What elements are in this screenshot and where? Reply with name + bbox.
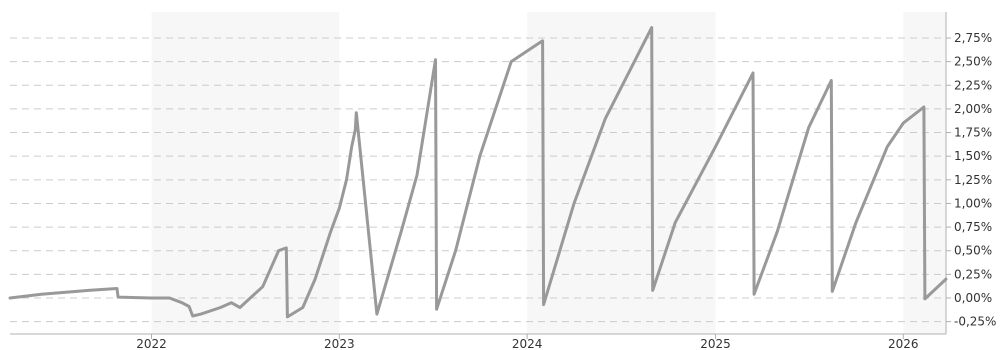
y-tick-label: 1,75%: [954, 126, 992, 140]
x-tick-label: 2025: [700, 337, 731, 350]
year-band-2024: [527, 12, 716, 334]
y-tick-label: -0,25%: [954, 315, 996, 329]
y-axis: -0,25% 0,00% 0,25% 0,50% 0,75% 1,00% 1,25% 1,50…: [945, 12, 996, 334]
y-tick-label: 2,25%: [954, 78, 992, 92]
y-tick-label: 2,75%: [954, 31, 992, 45]
y-tick-label: 1,00%: [954, 196, 992, 210]
y-tick-label: 1,25%: [954, 173, 992, 187]
x-axis: 2022 2023 2024 2025 2026: [10, 333, 946, 350]
x-tick-label: 2024: [512, 337, 543, 350]
y-tick-label: 0,75%: [954, 220, 992, 234]
y-tick-label: 2,50%: [954, 55, 992, 69]
x-tick-label: 2023: [324, 337, 355, 350]
x-tick-label: 2026: [888, 337, 919, 350]
x-tick-label: 2022: [136, 337, 167, 350]
y-tick-label: 2,00%: [954, 102, 992, 116]
year-shading-layer: [151, 12, 946, 334]
series-line-0: [8, 26, 948, 319]
year-band-2022: [151, 12, 340, 334]
y-tick-label: 0,50%: [954, 244, 992, 258]
y-tick-label: 1,50%: [954, 149, 992, 163]
y-tick-label: 0,25%: [954, 267, 992, 281]
gridlines: [10, 37, 946, 323]
series-layer: [8, 26, 948, 319]
y-tick-label: 0,00%: [954, 291, 992, 305]
